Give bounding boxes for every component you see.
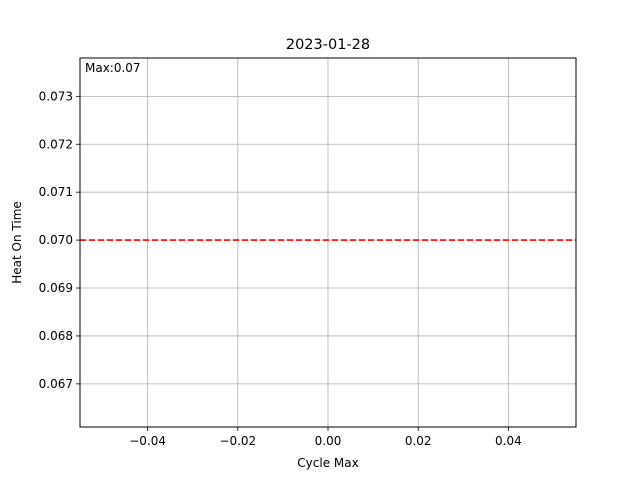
x-tick-label: 0.04 — [495, 434, 522, 448]
y-tick-label: 0.071 — [39, 185, 73, 199]
x-tick-label: 0.00 — [315, 434, 342, 448]
y-tick-label: 0.070 — [39, 233, 73, 247]
x-axis-ticks: −0.04 −0.02 0.00 0.02 0.04 — [129, 427, 522, 448]
y-axis-ticks: 0.067 0.068 0.069 0.070 0.071 0.072 0.073 — [39, 89, 80, 391]
x-tick-label: 0.02 — [405, 434, 432, 448]
max-annotation: Max:0.07 — [85, 61, 141, 75]
y-tick-label: 0.073 — [39, 89, 73, 103]
chart-title: 2023-01-28 — [286, 37, 370, 53]
x-tick-label: −0.02 — [219, 434, 256, 448]
y-tick-label: 0.068 — [39, 329, 73, 343]
x-tick-label: −0.04 — [129, 434, 166, 448]
y-tick-label: 0.069 — [39, 281, 73, 295]
y-tick-label: 0.072 — [39, 137, 73, 151]
y-tick-label: 0.067 — [39, 377, 73, 391]
y-axis-label: Heat On Time — [10, 201, 24, 284]
x-axis-label: Cycle Max — [297, 456, 358, 470]
